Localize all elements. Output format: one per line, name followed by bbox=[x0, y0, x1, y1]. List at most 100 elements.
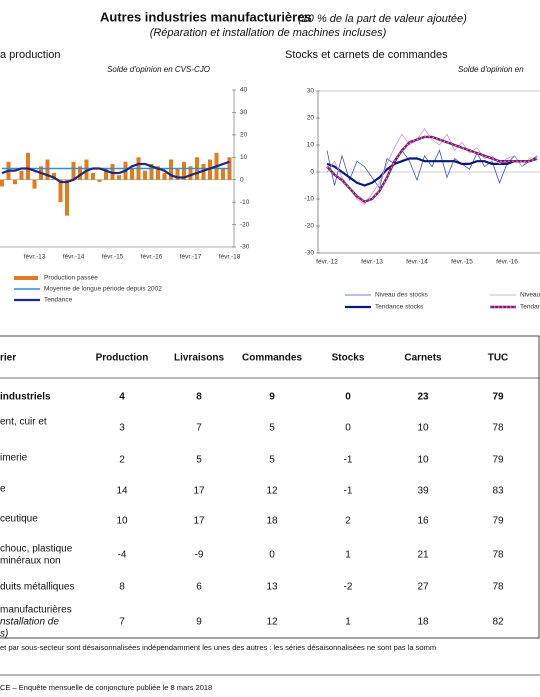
x-tick-label: févr.-12 bbox=[316, 259, 338, 266]
cell: 78 bbox=[492, 582, 504, 593]
bar bbox=[71, 161, 76, 180]
cell: 0 bbox=[345, 423, 351, 434]
cell: 10 bbox=[417, 423, 429, 434]
bar bbox=[221, 168, 225, 180]
chart-subtitle: Solde d'opinion en CVS-CJO bbox=[107, 65, 210, 74]
x-tick-label: févr.-15 bbox=[451, 259, 473, 266]
cell: 8 bbox=[196, 392, 202, 403]
cell: 21 bbox=[417, 550, 429, 561]
bar bbox=[78, 166, 82, 180]
source: CE – Enquête mensuelle de conjoncture pu… bbox=[0, 683, 212, 692]
chart-subtitle: Solde d'opinion en bbox=[458, 65, 524, 74]
y-tick-label: 40 bbox=[240, 87, 248, 94]
column-header: Carnets bbox=[404, 353, 442, 364]
cell: 4 bbox=[119, 392, 125, 403]
cell: 23 bbox=[417, 392, 429, 403]
y-tick-label: -30 bbox=[305, 250, 315, 257]
line-dash-overlay bbox=[326, 136, 538, 203]
bar bbox=[45, 159, 50, 180]
bar bbox=[97, 179, 102, 182]
cell: 10 bbox=[417, 455, 429, 466]
row-label: ceutique bbox=[0, 514, 38, 525]
y-tick-label: 20 bbox=[240, 132, 248, 139]
legend-label: Tendance stocks bbox=[375, 304, 424, 311]
cell: 16 bbox=[417, 516, 429, 527]
y-tick-label: 0 bbox=[240, 176, 244, 183]
row-label: ent, cuir et bbox=[0, 417, 47, 428]
cell: 12 bbox=[266, 617, 278, 628]
cell: 2 bbox=[119, 455, 125, 466]
bar bbox=[19, 170, 24, 180]
y-tick-label: 30 bbox=[240, 109, 248, 116]
cell: 0 bbox=[345, 392, 351, 403]
x-tick-label: févr.-18 bbox=[219, 254, 241, 261]
bar bbox=[32, 179, 37, 189]
chart-title: Stocks et carnets de commandes bbox=[285, 49, 448, 61]
bar bbox=[65, 179, 69, 216]
cell: 1 bbox=[345, 550, 351, 561]
y-tick-label: 10 bbox=[307, 142, 315, 149]
line bbox=[326, 135, 538, 204]
cell: 83 bbox=[492, 486, 504, 497]
cell: 10 bbox=[116, 516, 128, 527]
row-label: minéraux non bbox=[0, 556, 61, 567]
cell: 78 bbox=[492, 423, 504, 434]
cell: -9 bbox=[195, 550, 204, 561]
cell: 79 bbox=[492, 455, 504, 466]
title-note: (10 % de la part de valeur ajoutée) bbox=[298, 13, 467, 25]
title: Autres industries manufacturières bbox=[100, 9, 312, 24]
y-tick-label: -20 bbox=[240, 221, 250, 228]
bar bbox=[182, 161, 186, 180]
row-label: s) bbox=[0, 629, 8, 640]
column-header: Stocks bbox=[332, 353, 365, 364]
row-label: industriels bbox=[0, 392, 51, 403]
bar bbox=[175, 168, 180, 180]
cell: 2 bbox=[345, 516, 351, 527]
x-tick-label: févr.-16 bbox=[141, 254, 163, 261]
row-label: duits métalliques bbox=[0, 582, 74, 593]
cell: 18 bbox=[266, 516, 278, 527]
cell: 5 bbox=[269, 455, 275, 466]
cell: 82 bbox=[492, 617, 504, 628]
legend-label: Tendance bbox=[44, 297, 73, 304]
legend-label: Tendance carnets bbox=[520, 304, 540, 311]
cell: 79 bbox=[492, 392, 504, 403]
bar bbox=[0, 179, 4, 187]
x-tick-label: févr.-14 bbox=[63, 254, 85, 261]
bar bbox=[117, 175, 121, 180]
cell: 0 bbox=[269, 550, 275, 561]
legend-label: Moyenne de longue période depuis 2002 bbox=[44, 286, 162, 293]
legend-label: Production passée bbox=[44, 275, 98, 282]
bar bbox=[143, 170, 147, 180]
cell: 3 bbox=[119, 423, 125, 434]
bar bbox=[13, 179, 17, 185]
x-tick-label: févr.-13 bbox=[24, 254, 46, 261]
cell: 7 bbox=[196, 423, 202, 434]
x-tick-label: févr.-17 bbox=[180, 254, 202, 261]
cell: 6 bbox=[196, 582, 202, 593]
row-label: e bbox=[0, 484, 6, 495]
column-header: Production bbox=[96, 353, 149, 364]
table-frame bbox=[0, 335, 540, 639]
bar bbox=[169, 159, 173, 180]
cell: 7 bbox=[119, 617, 125, 628]
bar bbox=[149, 164, 154, 180]
x-tick-label: févr.-15 bbox=[102, 254, 124, 261]
bar bbox=[162, 172, 167, 180]
cell: 8 bbox=[119, 582, 125, 593]
cell: 9 bbox=[269, 392, 275, 403]
chart-title: a production bbox=[0, 49, 61, 61]
subtitle: (Réparation et installation de machines … bbox=[150, 27, 387, 39]
cell: -1 bbox=[344, 486, 353, 497]
y-tick-label: -10 bbox=[305, 196, 315, 203]
y-tick-label: -20 bbox=[305, 223, 315, 230]
column-header: Livraisons bbox=[174, 353, 224, 364]
bar bbox=[26, 152, 30, 180]
legend-label: Niveau des stocks bbox=[375, 292, 428, 299]
legend-swatch bbox=[14, 276, 38, 280]
cell: -2 bbox=[344, 582, 353, 593]
row-label: imerie bbox=[0, 453, 28, 464]
column-header: Commandes bbox=[242, 353, 302, 364]
bar bbox=[91, 172, 95, 180]
